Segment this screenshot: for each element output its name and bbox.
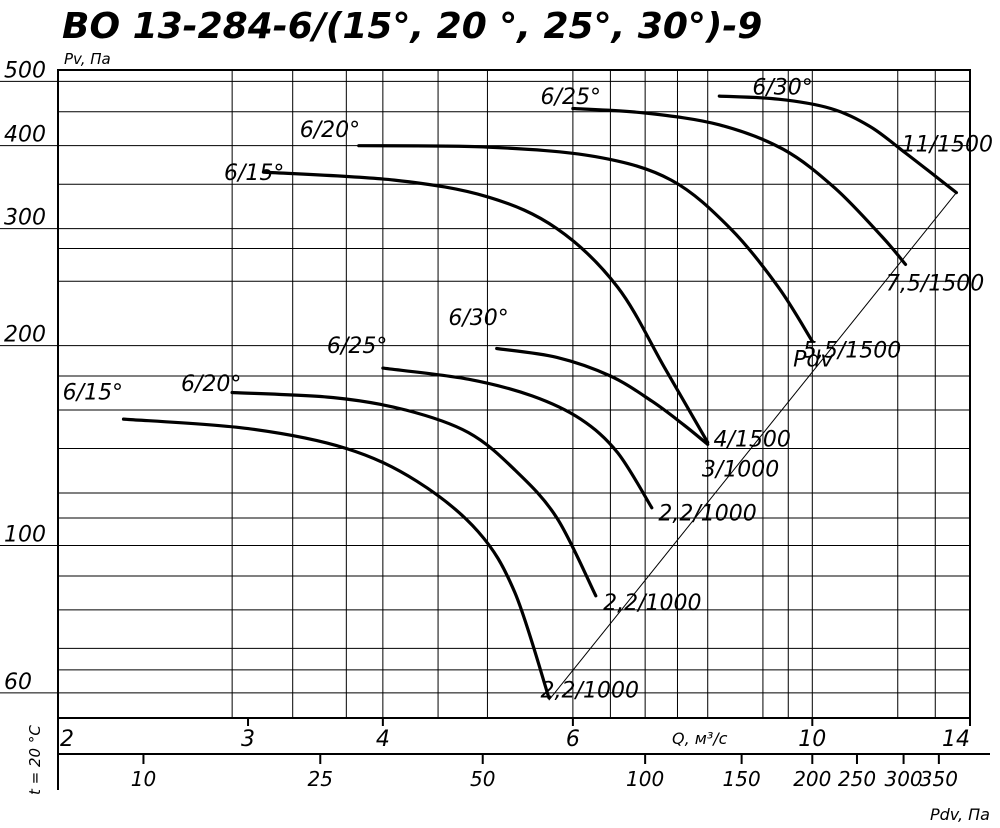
x-tick-label: 14 (942, 727, 970, 752)
curve-labels: 6/15° 2,2/1000 6/20° 2,2/1000 6/25° 2,2/1000 6… (63, 75, 993, 703)
plot-frame (57, 69, 971, 719)
x-axis-ticks: 2 3 4 6 10 14 (57, 718, 971, 752)
y-tick-label: 200 (4, 323, 46, 348)
series-label: 6/15° (63, 380, 123, 405)
x-tick-label: 3 (241, 727, 255, 752)
temperature-label: t = 20 °C (26, 725, 44, 795)
pdv-tick-label: 200 (793, 767, 831, 791)
series-curve (261, 170, 710, 444)
x-tick-label: 2 (60, 727, 74, 752)
y-tick-label: 60 (4, 670, 32, 695)
series-label: 6/15° (224, 161, 284, 186)
motor-label: 2,2/1000 (658, 502, 756, 527)
x-tick-label: 4 (376, 727, 390, 752)
series-label: 6/25° (541, 85, 601, 110)
motor-label: 2,2/1000 (603, 591, 701, 616)
series-label: 6/20° (181, 372, 241, 397)
series-label: 6/30° (752, 75, 812, 100)
motor-label: 5,5/1500 (803, 338, 901, 363)
series-curve (495, 346, 710, 446)
series-label: 6/20° (300, 118, 360, 143)
series-curve (381, 366, 654, 510)
series-label: 6/25° (327, 334, 387, 359)
y-tick-label: 500 (4, 58, 46, 83)
series-curve (571, 106, 908, 266)
chart-title: ВО 13-284-6/(15°, 20 °, 25°, 30°)-9 (62, 6, 762, 47)
y-axis-ticks: 500 400 300 200 100 60 (0, 58, 58, 695)
pdv-line-label: Pdv (793, 348, 834, 373)
pdv-axis-label: Pdv, Па (930, 805, 990, 824)
motor-label: 3/1000 (702, 458, 779, 483)
pdv-line (548, 192, 957, 701)
pdv-tick-label: 25 (308, 767, 333, 791)
motor-label: 4/1500 (714, 427, 791, 452)
y-axis-label: Pv, Па (64, 50, 111, 68)
series-curve (230, 390, 598, 598)
y-tick-label: 300 (4, 206, 46, 231)
pdv-tick-label: 50 (470, 767, 495, 791)
series-curve (717, 94, 958, 195)
series-curve (357, 144, 814, 343)
pdv-tick-label: 100 (626, 767, 664, 791)
grid (58, 70, 970, 718)
x-axis-label: Q, м³/с (672, 729, 728, 748)
x-tick-label: 6 (566, 727, 580, 752)
series-label: 6/30° (448, 306, 508, 331)
pdv-tick-label: 300 (884, 767, 922, 791)
curves (121, 94, 958, 700)
y-tick-label: 400 (4, 123, 46, 148)
motor-label: 11/1500 (902, 133, 993, 158)
series-curve (121, 417, 551, 700)
motor-label: 2,2/1000 (541, 679, 639, 704)
pdv-tick-label: 150 (723, 767, 761, 791)
motor-label: 7,5/1500 (886, 272, 984, 297)
y-tick-label: 100 (4, 523, 46, 548)
pdv-tick-label: 350 (920, 767, 958, 791)
pdv-tick-label: 250 (838, 767, 876, 791)
pdv-line-group: Pdv (548, 192, 957, 701)
pdv-tick-label: 10 (131, 767, 156, 791)
x-tick-label: 10 (798, 727, 826, 752)
